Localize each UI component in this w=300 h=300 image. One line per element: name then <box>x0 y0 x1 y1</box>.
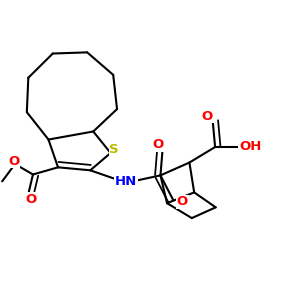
Text: O: O <box>26 193 37 206</box>
Text: O: O <box>152 138 164 151</box>
Text: HN: HN <box>115 175 137 188</box>
Text: S: S <box>110 143 119 156</box>
Text: OH: OH <box>239 140 262 153</box>
Text: O: O <box>8 154 19 167</box>
Text: O: O <box>202 110 213 123</box>
Text: O: O <box>177 195 188 208</box>
